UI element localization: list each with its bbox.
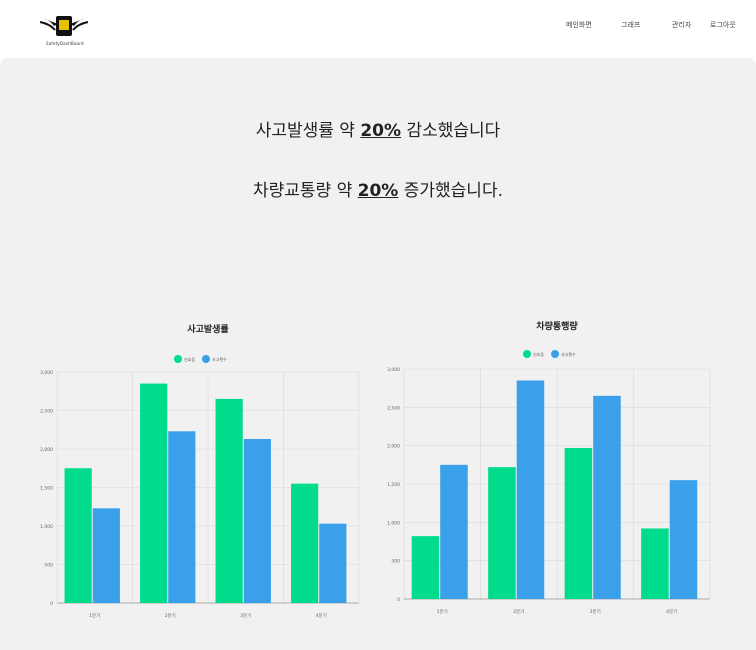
- main-content: 사고발생률 약 20% 감소했습니다 차량교통량 약 20% 증가했습니다.: [0, 58, 756, 650]
- bar: [243, 438, 271, 603]
- x-tick-label: 2분기: [513, 608, 524, 615]
- accident-headline-suffix: 감소했습니다: [401, 121, 501, 141]
- accident-headline: 사고발생률 약 20% 감소했습니다: [0, 116, 756, 141]
- y-tick-label: 2,500: [40, 409, 53, 415]
- bar: [291, 483, 319, 603]
- logo-text: SafetyDashBoard: [46, 41, 84, 46]
- bar: [140, 383, 168, 603]
- y-tick-label: 1,500: [387, 482, 400, 488]
- legend-swatch: [523, 350, 531, 358]
- legend-label: 신호등: [533, 351, 544, 357]
- y-tick-label: 500: [44, 563, 53, 569]
- x-tick-label: 3분기: [240, 612, 251, 619]
- x-tick-label: 2분기: [165, 612, 176, 619]
- accident-headline-prefix: 사고발생률 약: [255, 121, 361, 141]
- bar: [564, 447, 593, 599]
- legend-label: 사고횟수: [561, 351, 576, 357]
- y-tick-label: 2,000: [40, 447, 53, 453]
- legend-label: 사고횟수: [212, 356, 227, 362]
- y-tick-label: 0: [397, 597, 400, 603]
- traffic-headline: 차량교통량 약 20% 증가했습니다.: [0, 176, 756, 201]
- bar: [641, 528, 669, 599]
- x-tick-label: 3분기: [590, 608, 601, 615]
- x-tick-label: 4분기: [666, 608, 677, 615]
- legend-swatch: [551, 350, 559, 358]
- legend-label: 신호등: [184, 356, 195, 362]
- bar: [440, 464, 468, 599]
- nav-graph[interactable]: 그래프: [621, 21, 641, 29]
- y-tick-label: 500: [391, 559, 400, 565]
- x-tick-label: 4분기: [316, 612, 327, 619]
- y-tick-label: 2,000: [387, 444, 400, 450]
- y-tick-label: 1,000: [387, 520, 400, 526]
- y-tick-label: 1,500: [40, 486, 53, 492]
- bar: [64, 468, 92, 603]
- x-tick-label: 1분기: [89, 612, 100, 619]
- nav-admin[interactable]: 관리자: [672, 21, 692, 29]
- bar: [593, 395, 621, 599]
- chart-title: 차량통행량: [536, 320, 578, 332]
- bar: [516, 380, 545, 599]
- top-navigation-bar: SafetyDashBoard 메인화면 그래프 관리자 로그아웃: [0, 0, 756, 56]
- bar: [488, 467, 516, 599]
- y-tick-label: 3,000: [387, 367, 400, 373]
- traffic-headline-suffix: 증가했습니다.: [398, 181, 503, 201]
- nav-main[interactable]: 메인화면: [566, 21, 592, 29]
- bar: [411, 536, 440, 599]
- legend-swatch: [174, 355, 182, 363]
- traffic-headline-percent: 20%: [357, 181, 399, 201]
- traffic-headline-prefix: 차량교통량 약: [252, 181, 358, 201]
- bar: [669, 480, 698, 599]
- nav-logout[interactable]: 로그아웃: [710, 21, 736, 29]
- y-tick-label: 0: [50, 601, 53, 607]
- bar: [319, 523, 347, 603]
- bar: [215, 398, 243, 603]
- accident-headline-percent: 20%: [360, 121, 402, 141]
- bar: [92, 508, 120, 603]
- logo-icon[interactable]: [38, 8, 90, 48]
- y-tick-label: 3,000: [40, 370, 53, 376]
- y-tick-label: 2,500: [387, 405, 400, 411]
- x-tick-label: 1분기: [437, 608, 448, 615]
- legend-swatch: [202, 355, 210, 363]
- y-tick-label: 1,000: [40, 524, 53, 530]
- bar: [168, 431, 196, 603]
- chart-title: 사고발생률: [187, 323, 228, 335]
